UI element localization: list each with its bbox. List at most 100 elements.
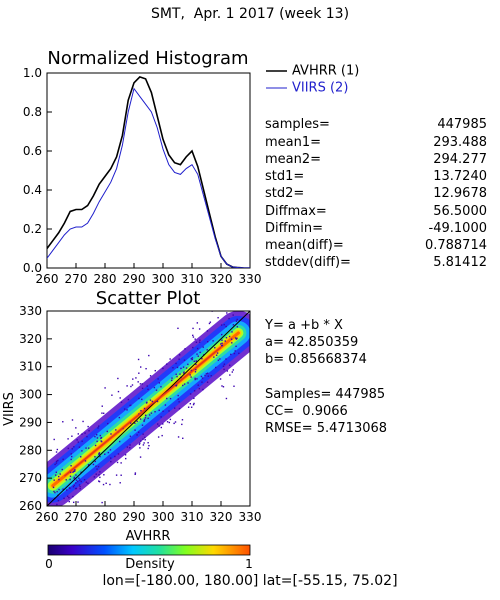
density-point — [154, 410, 156, 413]
density-point — [196, 353, 198, 355]
density-point — [235, 345, 237, 348]
density-point — [75, 482, 77, 484]
density-point — [175, 384, 178, 386]
density-point — [129, 444, 131, 446]
density-point — [79, 488, 81, 490]
density-point — [161, 434, 163, 437]
density-point — [177, 327, 179, 330]
scatter-x-tick-label: 300 — [152, 510, 175, 524]
density-point — [99, 471, 101, 473]
density-point — [127, 398, 130, 401]
density-point — [63, 497, 65, 500]
density-point — [81, 450, 83, 452]
density-point — [55, 460, 58, 463]
density-point — [158, 409, 160, 412]
density-point — [77, 441, 80, 443]
density-point — [172, 367, 174, 369]
density-point — [61, 468, 63, 471]
density-point — [162, 410, 164, 413]
density-point — [130, 404, 132, 407]
density-point — [177, 436, 180, 438]
density-point — [176, 375, 178, 378]
density-point — [225, 325, 227, 328]
density-point — [143, 442, 145, 444]
density-point — [134, 472, 137, 474]
density-point — [222, 365, 225, 367]
density-point — [220, 345, 223, 347]
density-point — [130, 385, 132, 388]
density-point — [214, 347, 216, 349]
histogram-y-tick-label: 0.2 — [23, 222, 42, 236]
histogram-y-tick-label: 0.8 — [23, 105, 42, 119]
density-point — [196, 378, 198, 380]
density-point — [98, 480, 101, 483]
density-point — [60, 541, 61, 542]
density-point — [150, 412, 153, 414]
histogram-x-tick-label: 270 — [65, 272, 88, 286]
density-point — [223, 363, 226, 365]
density-point — [234, 350, 236, 352]
density-point — [144, 439, 146, 441]
fit-a: a= 42.850359 — [265, 335, 359, 350]
density-point — [95, 465, 97, 467]
density-point — [238, 352, 240, 355]
density-point — [98, 480, 100, 482]
density-point — [71, 435, 73, 437]
density-point — [97, 427, 99, 429]
density-point — [76, 480, 79, 483]
density-point — [206, 349, 208, 351]
density-point — [79, 485, 81, 488]
density-point — [94, 444, 97, 447]
density-point — [223, 323, 225, 326]
density-point — [115, 429, 117, 431]
density-point — [104, 453, 106, 455]
density-point — [105, 482, 107, 484]
fit-cc: CC= 0.9066 — [265, 404, 348, 419]
density-point — [142, 433, 144, 435]
density-point — [181, 419, 184, 421]
density-point — [160, 416, 162, 418]
density-point — [138, 372, 140, 374]
density-point — [86, 435, 88, 438]
density-point — [205, 305, 206, 306]
density-point — [175, 385, 177, 387]
density-point — [98, 474, 100, 476]
density-point — [178, 407, 181, 410]
density-point — [96, 437, 99, 439]
density-point — [84, 432, 86, 434]
density-point — [221, 339, 223, 341]
density-point — [126, 409, 128, 411]
density-point — [221, 344, 224, 347]
density-point — [228, 335, 231, 338]
density-point — [54, 463, 56, 466]
histogram-y-tick-label: 0.6 — [23, 144, 42, 158]
stat-row-stddev-diff: stddev(diff)= 5.81412 — [265, 255, 487, 270]
histogram-x-tick-label: 330 — [239, 272, 262, 286]
density-point — [66, 489, 68, 491]
density-point — [199, 339, 201, 341]
density-point — [145, 367, 147, 370]
density-point — [146, 401, 148, 404]
density-point — [92, 463, 95, 466]
density-point — [225, 397, 228, 400]
density-point — [73, 470, 75, 473]
density-point — [87, 464, 90, 466]
density-point — [62, 458, 64, 461]
density-point — [70, 455, 73, 458]
density-point — [65, 479, 67, 481]
density-point — [85, 481, 88, 483]
density-point — [144, 417, 147, 419]
histogram-x-tick-label: 310 — [181, 272, 204, 286]
histogram-x-tick-label: 290 — [123, 272, 146, 286]
density-point — [192, 327, 194, 330]
density-point — [68, 500, 70, 503]
density-point — [145, 414, 147, 417]
density-point — [67, 438, 69, 440]
density-point — [230, 353, 232, 356]
density-point — [216, 352, 219, 354]
density-point — [183, 359, 186, 361]
density-point — [87, 425, 89, 428]
density-point — [183, 371, 185, 373]
density-point — [70, 453, 72, 455]
density-point — [206, 372, 209, 374]
